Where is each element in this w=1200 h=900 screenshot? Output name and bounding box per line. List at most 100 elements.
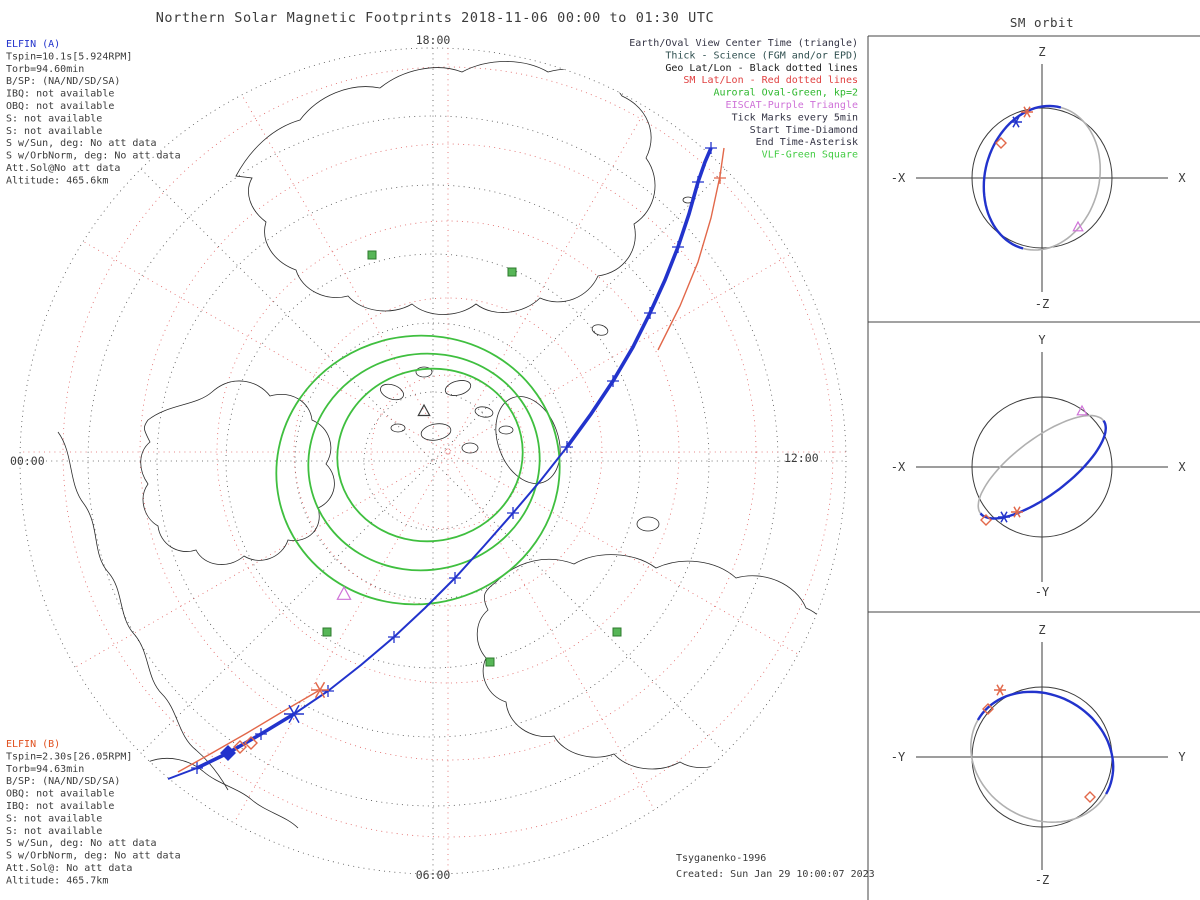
satellite-info-line: Att.Sol@No att data xyxy=(6,163,120,174)
satellite-info-line: IBQ: not available xyxy=(6,801,114,812)
axis-label-top: Z xyxy=(1038,623,1045,637)
orbit-asterisk-marker xyxy=(1021,106,1033,118)
elfin-a-5min-tick xyxy=(644,307,656,319)
axis-label-right: X xyxy=(1178,171,1186,185)
coastline-top-landmass xyxy=(235,61,656,315)
auroral-oval-boundary xyxy=(307,352,541,572)
vlf-station-square xyxy=(367,250,377,260)
island xyxy=(461,442,479,454)
elfin-a-5min-tick xyxy=(561,441,573,453)
satellite-name-label: ELFIN (B) xyxy=(6,739,60,750)
legend-item: Earth/Oval View Center Time (triangle) xyxy=(629,38,858,49)
satellite-info-line: Tspin=2.30s[26.05RPM] xyxy=(6,751,132,762)
elfin-b-info-block: ELFIN (B)Tspin=2.30s[26.05RPM] Torb=94.63… xyxy=(6,739,181,886)
orbit-hidden-arc xyxy=(977,414,1105,514)
axis-label-top: Z xyxy=(1038,45,1045,59)
elfin-a-5min-tick xyxy=(449,572,461,584)
auroral-oval-boundary xyxy=(275,334,561,606)
created-label: Created: Sun Jan 29 10:00:07 2023 xyxy=(676,869,875,880)
island xyxy=(474,406,494,418)
orbit-hidden-arc xyxy=(969,719,1107,824)
legend-item: End Time-Asterisk xyxy=(756,137,858,148)
orbit-hidden-arc xyxy=(1022,106,1102,251)
model-label: Tsyganenko-1996 xyxy=(676,853,766,864)
elfin-a-science-collection-segment xyxy=(196,712,295,770)
earth-disc xyxy=(971,396,1113,538)
island xyxy=(415,366,433,378)
panel-orbit-xy xyxy=(977,404,1108,526)
satellite-info-line: B/SP: (NA/ND/SD/SA) xyxy=(6,76,120,87)
sm-latitude-circle xyxy=(62,66,834,838)
coastline-left-coast xyxy=(57,431,229,791)
satellite-info-line: Tspin=10.1s[5.924RPM] xyxy=(6,51,132,62)
orbit-asterisk-marker xyxy=(998,511,1010,523)
orbit-diamond-marker xyxy=(980,514,992,526)
elfin-a-5min-tick xyxy=(705,142,717,154)
view-center-time-triangle xyxy=(417,403,431,417)
elfin-a-5min-tick xyxy=(607,375,619,387)
legend-item: SM Lat/Lon - Red dotted lines xyxy=(683,75,858,86)
vlf-station-square xyxy=(612,627,622,637)
elfin-b-footprint-track xyxy=(657,147,725,351)
elfin-a-science-collection-segment xyxy=(565,147,713,449)
orbit-diamond-marker xyxy=(995,137,1007,149)
legend-item: Start Time-Diamond xyxy=(750,125,858,136)
elfin-b-5min-tick xyxy=(714,172,726,184)
orbit-visible-arc xyxy=(982,104,1062,250)
island xyxy=(420,423,452,441)
axis-label-bottom: -Y xyxy=(1035,585,1050,599)
elfin-b-footprint-track xyxy=(177,690,319,773)
satellite-info-line: S: not available xyxy=(6,113,102,124)
sm-latitude-circle xyxy=(216,220,680,684)
orbit-asterisk-marker xyxy=(1011,506,1023,518)
island xyxy=(380,383,404,401)
earth-disc xyxy=(971,107,1113,249)
vlf-station-square xyxy=(507,267,517,277)
elfin-a-5min-tick xyxy=(692,176,704,188)
mlt-label-1200: 12:00 xyxy=(784,451,819,465)
mlt-label-1800: 18:00 xyxy=(416,33,451,47)
elfin-a-5min-tick xyxy=(388,631,400,643)
mlt-label-0600: 06:00 xyxy=(416,868,451,882)
elfin-a-5min-tick xyxy=(322,685,334,697)
axis-label-top: Y xyxy=(1038,333,1046,347)
geo-latitude-circle xyxy=(87,115,779,807)
satellite-info-line: OBQ: not available xyxy=(6,101,114,112)
axis-label-bottom: -Z xyxy=(1035,873,1049,887)
elfin-a-5min-tick xyxy=(191,762,203,774)
satellite-info-line: Torb=94.63min xyxy=(6,764,84,775)
panel-orbit-xz xyxy=(982,104,1102,251)
geographic-grid xyxy=(19,47,847,875)
legend-item: VLF-Green Square xyxy=(762,150,858,161)
sm-latitude-circle xyxy=(370,374,526,530)
sm-latitude-circle xyxy=(139,143,757,761)
orbit-visible-arc xyxy=(979,420,1108,520)
vlf-station-square xyxy=(322,627,332,637)
legend: Earth/Oval View Center Time (triangle)Th… xyxy=(629,38,858,161)
satellite-info-line: S: not available xyxy=(6,826,102,837)
mlt-label-0000: 00:00 xyxy=(10,454,45,468)
orbit-asterisk-marker xyxy=(1010,116,1022,128)
satellite-info-line: Torb=94.60min xyxy=(6,64,84,75)
satellite-info-line: Altitude: 465.7km xyxy=(6,875,108,886)
island-greenland xyxy=(495,396,561,484)
satellite-info-line: S w/OrbNorm, deg: No att data xyxy=(6,851,181,862)
orbit-triangle-marker xyxy=(1076,404,1088,416)
elfin-a-end-asterisk xyxy=(284,704,304,724)
orbit-asterisk-marker xyxy=(994,684,1006,696)
geo-latitude-circle xyxy=(363,391,503,531)
sm-meridian-line xyxy=(75,236,821,668)
legend-item: Tick Marks every 5min xyxy=(732,112,858,123)
auroral-oval-boundary xyxy=(336,367,524,543)
satellite-info-line: Altitude: 465.6km xyxy=(6,175,108,186)
island-iceland xyxy=(636,516,660,532)
legend-item: Auroral Oval-Green, kp=2 xyxy=(714,88,859,99)
satellite-name-label: ELFIN (A) xyxy=(6,39,60,50)
plot-title: Northern Solar Magnetic Footprints 2018-… xyxy=(156,10,715,26)
sm-orbit-panel-xy: Y -Y -X X xyxy=(891,333,1187,599)
coastline-bottom-landmass xyxy=(476,554,832,770)
legend-item: EISCAT-Purple Triangle xyxy=(726,100,858,111)
orbit-diamond-marker xyxy=(1084,791,1096,803)
